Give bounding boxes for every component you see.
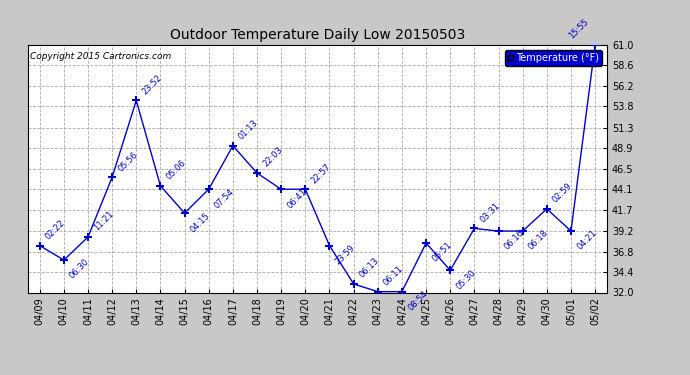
Legend: Temperature (°F): Temperature (°F): [505, 50, 602, 66]
Text: 11:21: 11:21: [92, 210, 115, 233]
Text: 23:59: 23:59: [334, 243, 357, 266]
Text: 02:22: 02:22: [44, 218, 67, 242]
Text: 06:13: 06:13: [358, 256, 381, 280]
Text: 06:41: 06:41: [286, 187, 308, 210]
Text: 02:59: 02:59: [551, 182, 574, 205]
Text: 03:31: 03:31: [479, 201, 502, 224]
Text: 05:30: 05:30: [455, 268, 477, 291]
Text: 06:30: 06:30: [68, 258, 91, 281]
Text: 22:03: 22:03: [262, 146, 284, 169]
Text: 06:11: 06:11: [382, 264, 405, 288]
Text: 15:55: 15:55: [567, 18, 591, 41]
Text: 08:54: 08:54: [406, 289, 429, 312]
Text: 04:15: 04:15: [189, 211, 212, 234]
Text: 05:56: 05:56: [117, 150, 139, 173]
Text: Copyright 2015 Cartronics.com: Copyright 2015 Cartronics.com: [30, 53, 172, 62]
Text: 04:21: 04:21: [575, 229, 598, 252]
Text: 01:13: 01:13: [237, 118, 260, 141]
Text: 06:16: 06:16: [503, 228, 526, 252]
Text: 23:52: 23:52: [141, 73, 164, 96]
Title: Outdoor Temperature Daily Low 20150503: Outdoor Temperature Daily Low 20150503: [170, 28, 465, 42]
Text: 06:18: 06:18: [527, 228, 550, 252]
Text: 05:51: 05:51: [431, 241, 453, 264]
Text: 07:54: 07:54: [213, 187, 236, 210]
Text: 05:06: 05:06: [165, 158, 188, 182]
Text: 22:57: 22:57: [310, 162, 333, 185]
